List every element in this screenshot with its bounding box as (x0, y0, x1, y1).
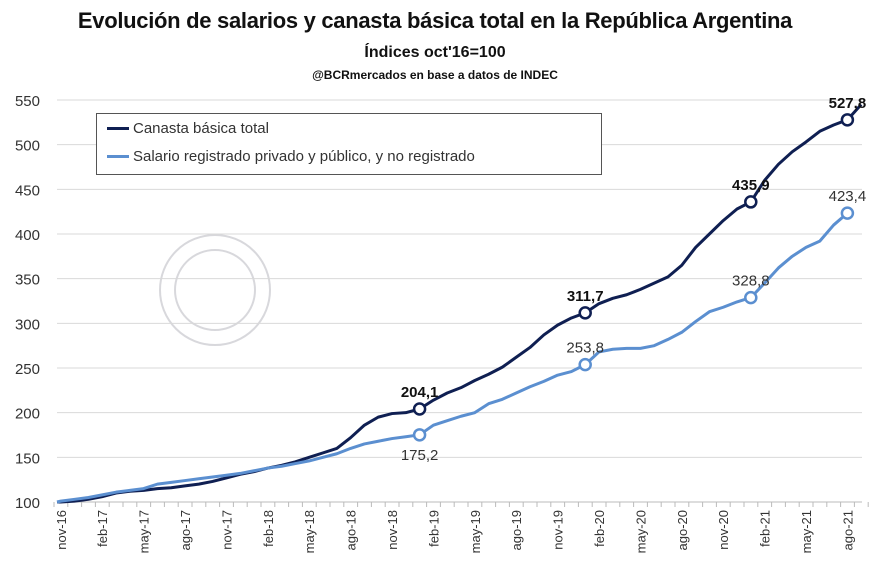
y-tick-label: 400 (15, 227, 40, 244)
y-tick-label: 250 (15, 361, 40, 378)
y-tick-label: 450 (15, 182, 40, 199)
data-point-marker (578, 306, 592, 320)
data-label: 175,2 (401, 447, 439, 464)
legend-swatch (107, 127, 129, 130)
x-tick-label: feb-20 (592, 510, 607, 547)
data-point-marker (840, 206, 855, 220)
y-tick-label: 350 (15, 272, 40, 289)
seal-ring (174, 249, 256, 331)
chart-subtitle: Índices oct'16=100 (364, 44, 506, 61)
x-tick-label: feb-21 (758, 510, 773, 547)
y-tick-label: 300 (15, 316, 40, 333)
legend-item-canasta: Canasta básica total (107, 120, 269, 137)
series-salario-line (56, 211, 849, 504)
legend-item-salario: Salario registrado privado y público, y … (107, 148, 475, 165)
data-label: 527,8 (829, 95, 867, 112)
x-tick-label: may-19 (468, 510, 483, 553)
x-tick-label: may-21 (799, 510, 814, 553)
data-label: 253,8 (566, 340, 604, 357)
data-label: 435,9 (732, 177, 770, 194)
x-tick-label: ago-19 (509, 510, 524, 550)
y-tick-label: 100 (15, 495, 40, 512)
y-tick-label: 150 (15, 450, 40, 467)
data-label: 328,8 (732, 273, 770, 290)
legend: Canasta básica total Salario registrado … (96, 113, 602, 175)
legend-swatch (107, 155, 129, 158)
x-tick-label: may-17 (137, 510, 152, 553)
data-point-marker (578, 357, 592, 372)
chart-title: Evolución de salarios y canasta básica t… (77, 8, 793, 33)
legend-label: Canasta básica total (133, 120, 269, 137)
x-tick-label: feb-17 (95, 510, 110, 547)
seal-ring (159, 234, 271, 346)
x-tick-label: nov-16 (54, 510, 69, 550)
x-tick-label: nov-20 (716, 510, 731, 550)
data-label: 311,7 (567, 288, 604, 305)
data-point-marker (412, 428, 427, 442)
x-tick-label: feb-18 (261, 510, 276, 547)
data-point-marker (744, 290, 758, 305)
x-tick-label: ago-20 (675, 510, 690, 550)
data-point-marker (744, 195, 758, 209)
y-tick-label: 500 (15, 138, 40, 155)
series-canasta-line (57, 103, 863, 504)
x-tick-label: nov-17 (219, 510, 234, 550)
x-tick-label: ago-21 (840, 510, 855, 550)
x-tick-label: feb-19 (426, 510, 441, 547)
x-tick-label: may-20 (633, 510, 648, 553)
x-tick-label: ago-17 (178, 510, 193, 550)
data-label: 423,4 (829, 188, 867, 205)
x-tick-label: nov-18 (385, 510, 400, 550)
chart-source: @BCRmercados en base a datos de INDEC (312, 68, 558, 82)
data-label: 204,1 (401, 384, 439, 401)
legend-label: Salario registrado privado y público, y … (133, 148, 475, 165)
x-tick-label: nov-19 (551, 510, 566, 550)
y-tick-label: 200 (15, 406, 40, 423)
watermark-seal (159, 234, 271, 346)
data-point-marker (840, 113, 855, 127)
x-tick-label: ago-18 (344, 510, 359, 550)
y-tick-label: 550 (15, 93, 40, 110)
x-tick-label: may-18 (302, 510, 317, 553)
data-point-marker (412, 402, 427, 416)
